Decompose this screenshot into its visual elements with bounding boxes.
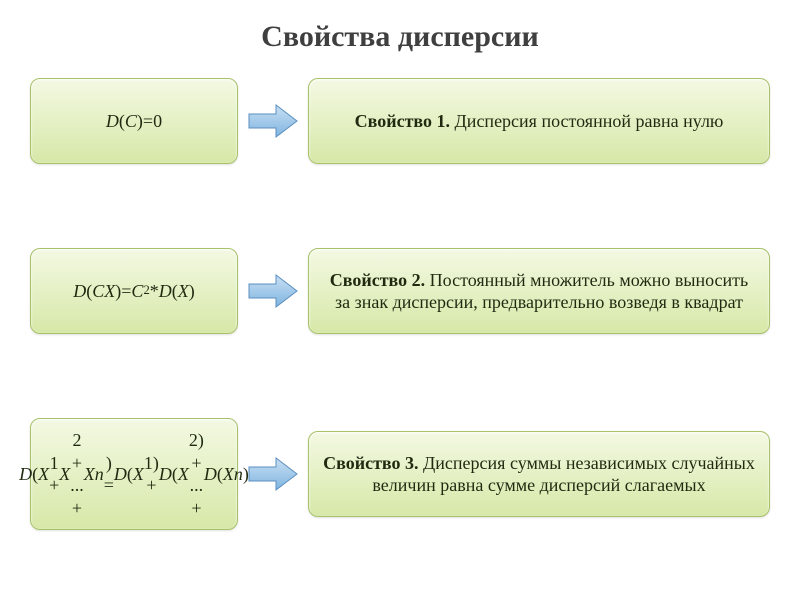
property-row: D(X1 + X2 + ... + Xn) = D(X1) + D(X2) + … [30,418,770,530]
description-card: Свойство 2. Постоянный множитель можно в… [308,248,770,334]
description-card: Свойство 3. Дисперсия суммы независимых … [308,431,770,517]
arrow-icon [248,103,298,139]
property-text: Дисперсия суммы независимых случайных ве… [372,453,754,496]
property-label: Свойство 3. [323,453,418,473]
property-row: D(CX) = C2*D(X) Свойство 2. Постоянный м… [30,248,770,334]
arrow-icon [248,456,298,492]
property-row: D(C) = 0 Свойство 1. Дисперсия постоянно… [30,78,770,164]
formula-card: D(CX) = C2*D(X) [30,248,238,334]
property-label: Свойство 2. [330,270,425,290]
property-text: Дисперсия постоянной равна нулю [450,111,723,131]
arrow-icon [248,273,298,309]
formula-card: D(C) = 0 [30,78,238,164]
slide: Свойства дисперсии D(C) = 0 Свойство 1. … [0,0,800,600]
property-label: Свойство 1. [355,111,450,131]
description-card: Свойство 1. Дисперсия постоянной равна н… [308,78,770,164]
arrow-right [248,273,298,309]
arrow-right [248,103,298,139]
arrow-right [248,456,298,492]
page-title: Свойства дисперсии [30,20,770,54]
formula-card: D(X1 + X2 + ... + Xn) = D(X1) + D(X2) + … [30,418,238,530]
property-rows: D(C) = 0 Свойство 1. Дисперсия постоянно… [30,78,770,580]
